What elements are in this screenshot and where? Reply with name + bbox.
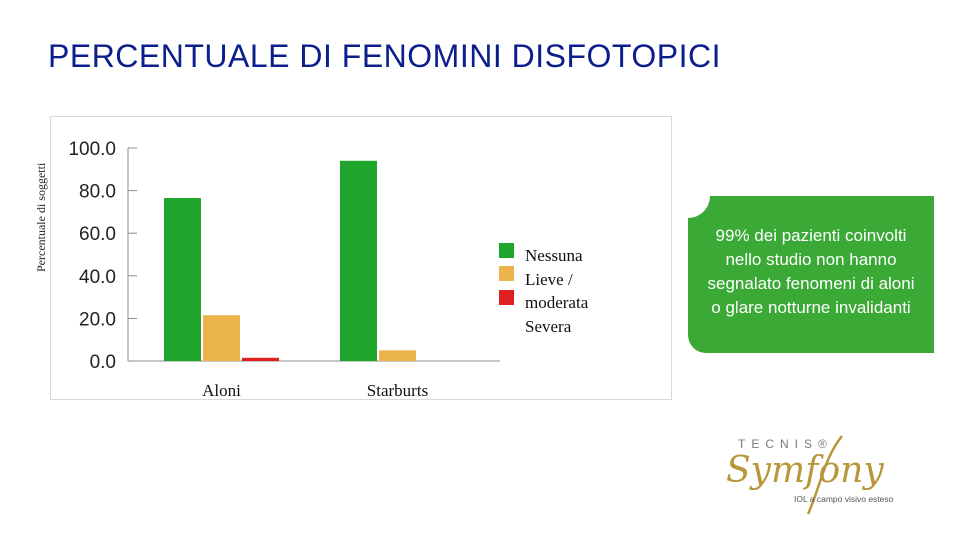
bar-aloni-0 bbox=[164, 198, 201, 361]
bar-aloni-1 bbox=[203, 315, 240, 361]
y-tick-label: 80.0 bbox=[79, 182, 116, 203]
bar-starburts-0 bbox=[340, 160, 377, 361]
legend-label: Severa bbox=[525, 317, 572, 336]
bar-aloni-2 bbox=[242, 357, 279, 361]
y-tick-label: 60.0 bbox=[79, 224, 116, 245]
y-tick-label: 40.0 bbox=[79, 267, 116, 288]
y-tick-label: 0.0 bbox=[90, 352, 116, 373]
logo-tagline: IOL a campo visivo esteso bbox=[794, 494, 894, 504]
legend-label: moderata bbox=[525, 293, 589, 312]
x-category-label: Starburts bbox=[367, 381, 428, 400]
logo-brand-top: TECNIS® bbox=[738, 437, 833, 451]
callout-text: 99% dei pazienti coinvolti nello studio … bbox=[707, 226, 915, 317]
legend-swatch-2 bbox=[499, 290, 514, 305]
legend-label: Lieve / bbox=[525, 270, 573, 289]
logo-brand-main: Symfony bbox=[726, 450, 884, 491]
legend-label: Nessuna bbox=[525, 246, 583, 265]
x-category-label: Aloni bbox=[202, 381, 241, 400]
callout-box: 99% dei pazienti coinvolti nello studio … bbox=[688, 196, 934, 353]
legend-swatch-1 bbox=[499, 266, 514, 281]
y-tick-label: 100.0 bbox=[68, 139, 116, 160]
tecnis-symfony-logo: TECNIS® Symfony IOL a campo visivo estes… bbox=[726, 435, 894, 515]
legend-swatch-0 bbox=[499, 243, 514, 258]
bar-starburts-1 bbox=[379, 350, 416, 361]
logo-swoosh bbox=[806, 435, 843, 515]
page-title: PERCENTUALE DI FENOMINI DISFOTOPICI bbox=[48, 38, 721, 74]
y-tick-label: 20.0 bbox=[79, 309, 116, 330]
